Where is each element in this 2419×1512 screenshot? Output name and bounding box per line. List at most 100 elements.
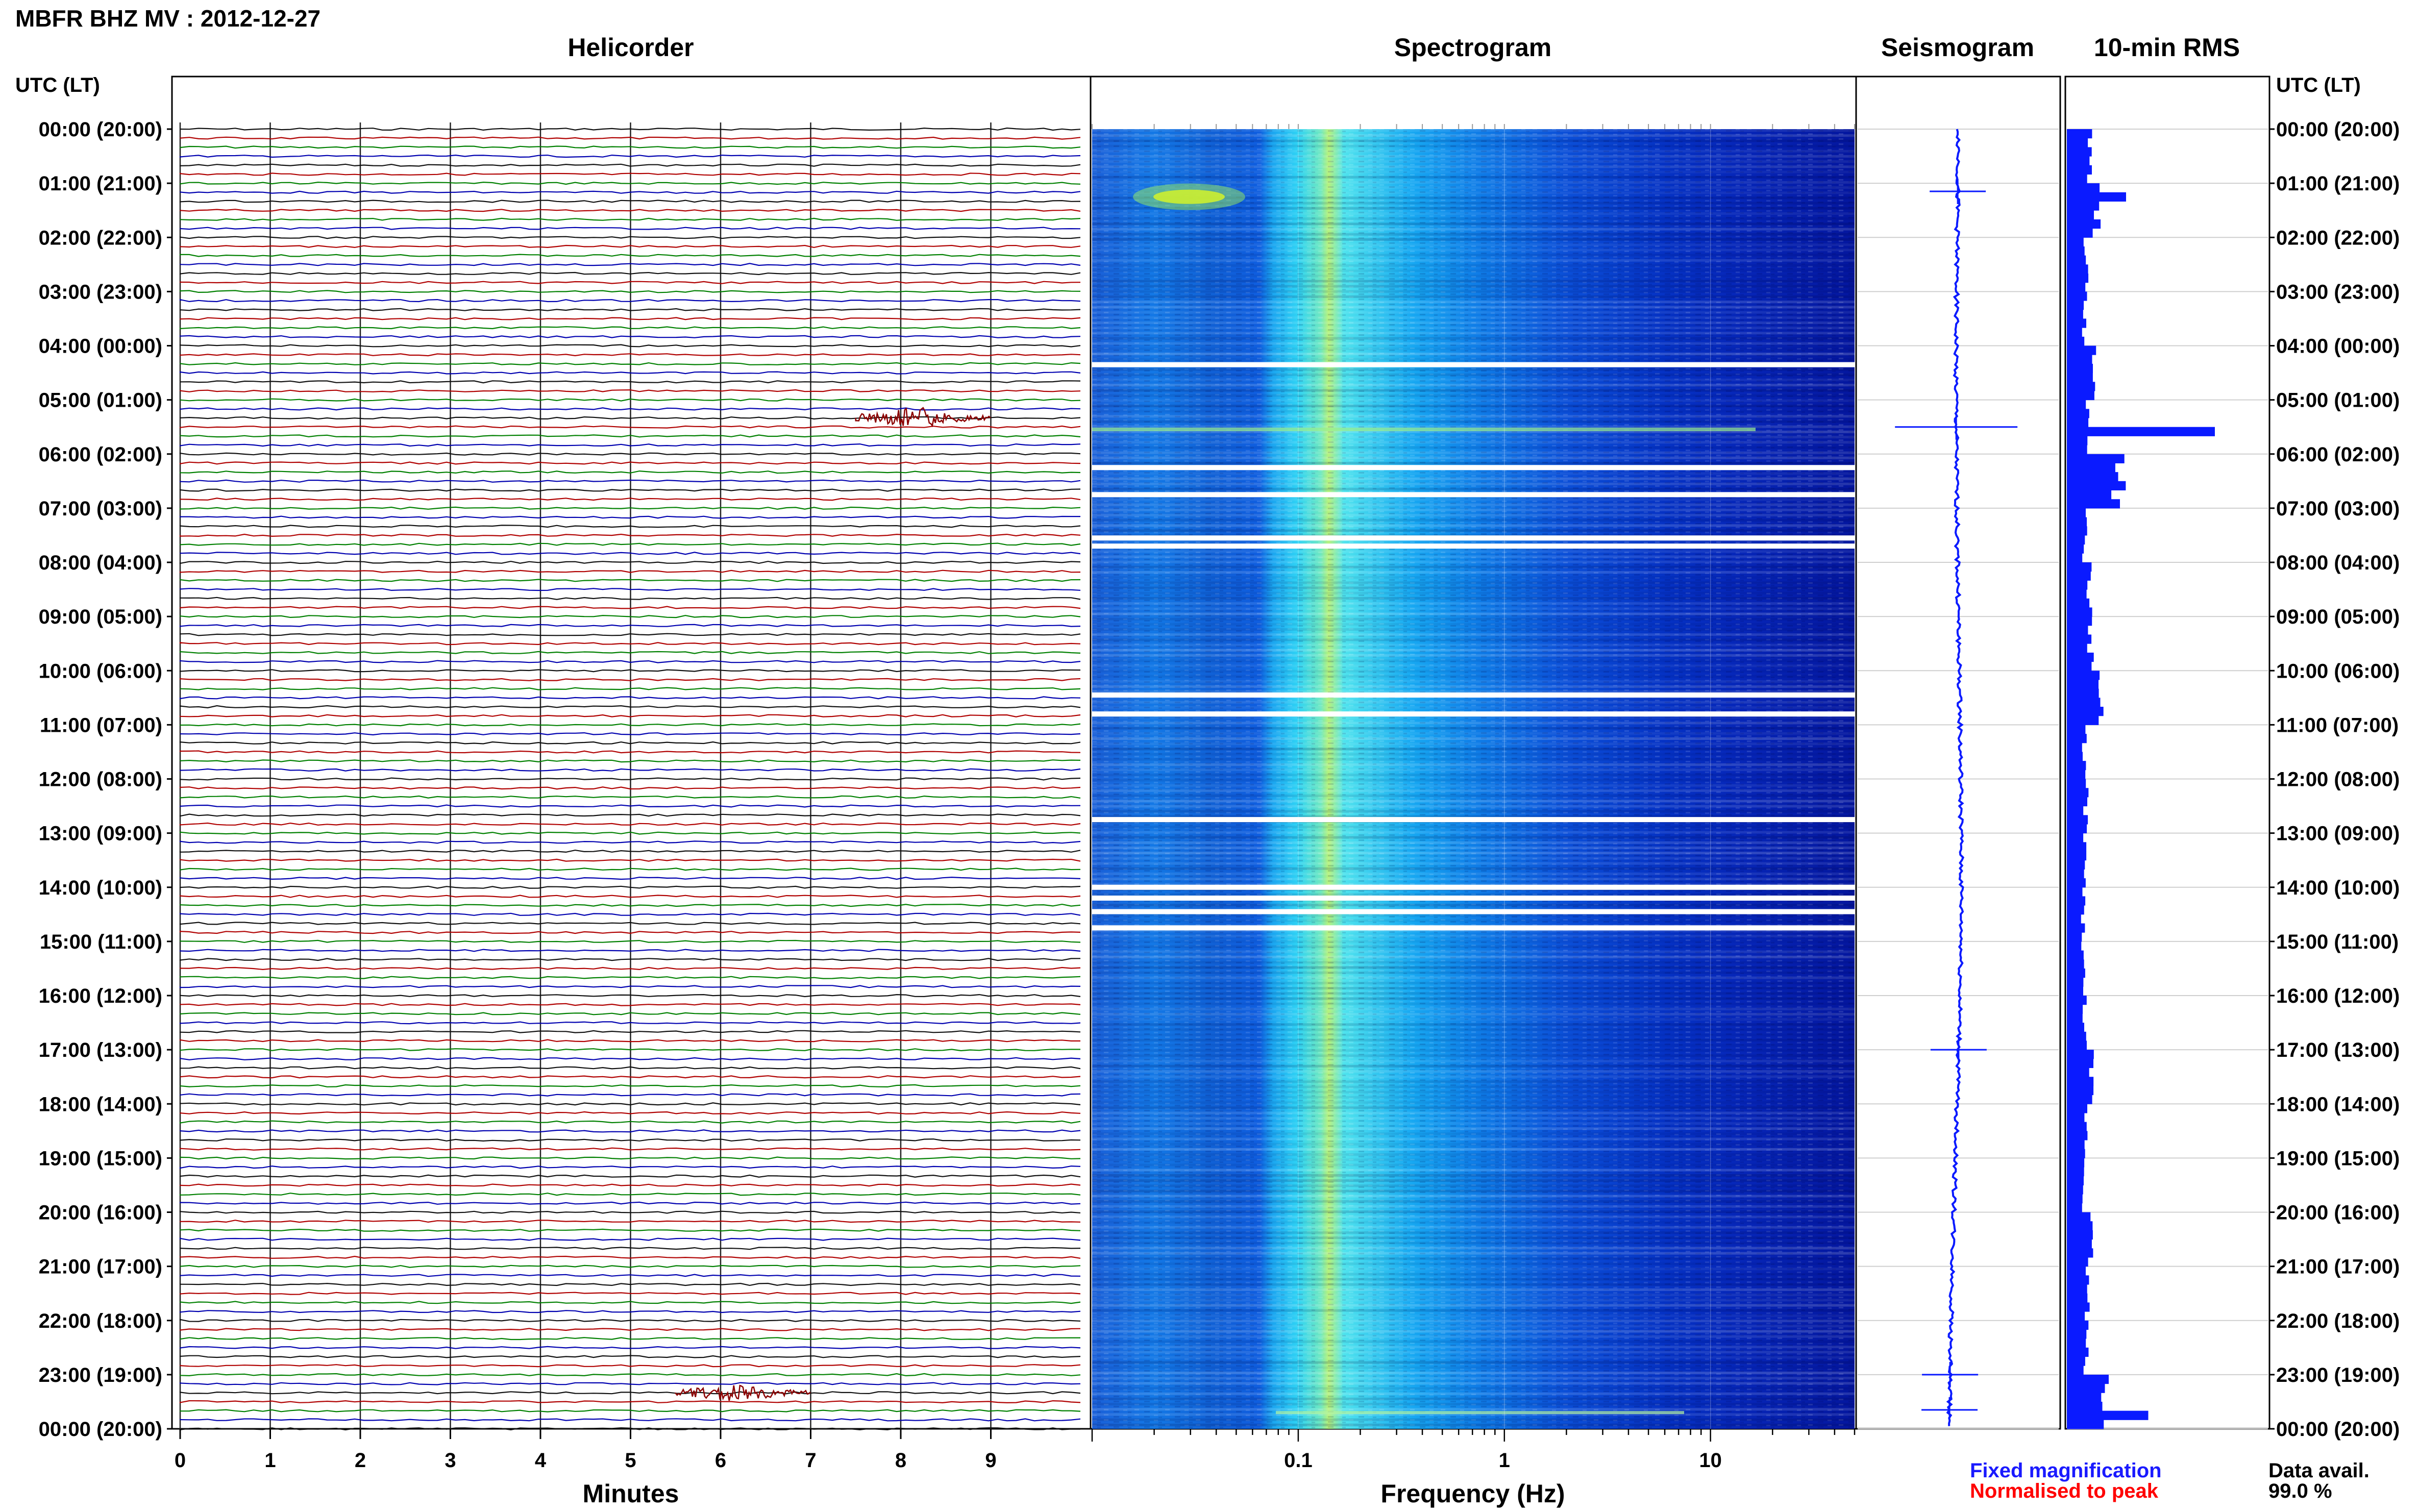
spectrogram-xtick: 1 [1499, 1449, 1510, 1472]
helicorder-trace [179, 326, 1081, 330]
rms-bar [2067, 1095, 2092, 1104]
spectrogram-gap [1092, 492, 1855, 498]
rms-bar [2067, 652, 2094, 662]
helicorder-trace [179, 209, 1081, 212]
spectrogram-event-line [1276, 1411, 1684, 1415]
helicorder-trace [179, 145, 1081, 149]
time-tick-left: 18:00 (14:00) [39, 1093, 162, 1116]
helicorder-trace [180, 732, 1081, 736]
helicorder-trace [179, 597, 1081, 600]
time-tick-right: 13:00 (09:00) [2276, 823, 2400, 845]
helicorder-trace [179, 281, 1081, 284]
rms-bar [2067, 1212, 2091, 1222]
rms-bar [2067, 147, 2092, 157]
time-tick-right: 01:00 (21:00) [2276, 172, 2400, 195]
rms-bar [2067, 1230, 2093, 1240]
spectrogram-gap [1092, 543, 1855, 549]
helicorder-trace [179, 1012, 1081, 1015]
helicorder-trace [179, 885, 1081, 889]
time-tick-left: 00:00 (20:00) [39, 118, 162, 141]
time-tick-right: 07:00 (03:00) [2276, 498, 2400, 520]
helicorder-trace [179, 795, 1081, 799]
helicorder-trace [179, 488, 1081, 492]
helicorder-trace [179, 479, 1081, 483]
rms-bar [2067, 941, 2082, 951]
time-tick-left: 02:00 (22:00) [39, 227, 162, 249]
seismogram-trace [1946, 129, 1965, 1426]
helicorder-trace [179, 299, 1081, 303]
helicorder-event [675, 1384, 811, 1401]
rms-bar [2067, 634, 2092, 644]
helicorder-trace [179, 669, 1081, 673]
helicorder-trace [179, 1039, 1080, 1043]
time-tick-right: 23:00 (19:00) [2276, 1364, 2400, 1386]
rms-bar [2067, 228, 2093, 238]
rms-bar [2067, 1185, 2083, 1195]
helicorder-trace [179, 614, 1081, 618]
time-tick-right: 22:00 (18:00) [2276, 1310, 2400, 1332]
rms-bar [2067, 1050, 2094, 1059]
time-tick-left: 10:00 (06:00) [39, 660, 162, 682]
helicorder-trace [179, 714, 1081, 717]
helicorder-trace [179, 353, 1081, 357]
helicorder-xtick: 2 [355, 1449, 366, 1472]
rms-bar [2067, 1266, 2086, 1276]
rms-bar [2067, 192, 2126, 202]
seismogram-spike [1922, 1361, 1979, 1387]
time-tick-right: 02:00 (22:00) [2276, 227, 2400, 249]
helicorder-trace [179, 994, 1081, 998]
spectrogram-gap [1092, 895, 1855, 901]
rms-bar [2067, 138, 2088, 147]
time-tick-right: 16:00 (12:00) [2276, 985, 2400, 1007]
time-tick-left: 04:00 (00:00) [39, 335, 162, 358]
helicorder-trace [179, 1084, 1081, 1088]
rms-bar [2067, 1040, 2087, 1050]
rms-bar [2067, 1104, 2087, 1113]
helicorder-trace [179, 966, 1081, 971]
helicorder-trace [179, 271, 1081, 276]
rms-bar [2067, 1158, 2085, 1168]
time-tick-right: 18:00 (14:00) [2276, 1093, 2400, 1116]
rms-bar [2067, 1347, 2089, 1357]
helicorder-trace [179, 750, 1081, 754]
helicorder-xtick: 1 [264, 1449, 276, 1472]
rms-bar [2067, 779, 2086, 788]
time-tick-right: 10:00 (06:00) [2276, 660, 2400, 682]
rms-bar [2067, 607, 2092, 617]
helicorder-trace [179, 624, 1081, 627]
rms-bar [2067, 1257, 2088, 1267]
helicorder-trace [179, 263, 1081, 266]
helicorder-trace [179, 461, 1081, 465]
rms-bar [2067, 328, 2082, 337]
spectrogram-gap [1092, 909, 1855, 914]
helicorder-trace [179, 642, 1081, 646]
helicorder-trace [179, 1165, 1081, 1169]
helicorder-trace [179, 1138, 1081, 1142]
time-tick-left: 13:00 (09:00) [39, 823, 162, 845]
rms-bar [2067, 1275, 2089, 1285]
time-tick-right: 00:00 (20:00) [2276, 1418, 2400, 1441]
helicorder-trace [179, 371, 1081, 375]
rms-bar [2067, 1311, 2085, 1321]
seismogram-spike [1930, 179, 1986, 205]
rms-bar [2067, 309, 2083, 319]
helicorder-trace [179, 1210, 1081, 1214]
helicorder-trace [179, 236, 1081, 239]
helicorder-trace [179, 362, 1081, 365]
rms-bar [2067, 1302, 2090, 1312]
helicorder-trace [179, 579, 1081, 582]
helicorder-trace [179, 678, 1081, 681]
helicorder-trace [179, 696, 1081, 700]
rms-bar [2067, 986, 2083, 996]
time-tick-left: 11:00 (07:00) [40, 714, 162, 736]
rms-bar [2067, 544, 2084, 554]
rms-bar [2067, 436, 2088, 445]
helicorder-xtick: 3 [445, 1449, 456, 1472]
helicorder-trace [179, 1174, 1081, 1178]
time-tick-right: 06:00 (02:00) [2276, 443, 2400, 466]
helicorder-trace [179, 939, 1081, 943]
rms-bar [2067, 1149, 2085, 1158]
rms-bar [2067, 715, 2099, 725]
helicorder-trace [179, 470, 1081, 474]
right-time-ticks: 00:00 (20:00) 01:00 (21:00) 02:00 (22:00) 0… [2269, 118, 2400, 1441]
